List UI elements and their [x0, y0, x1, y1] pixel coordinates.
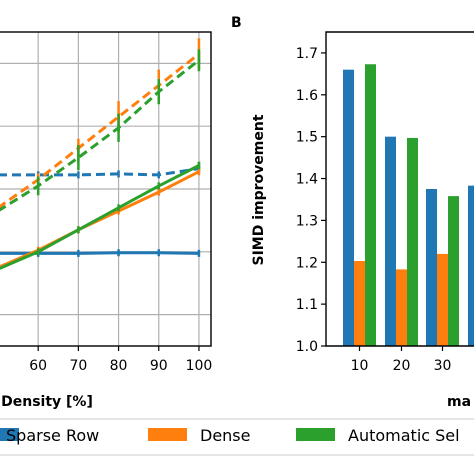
x-tick-label: 90 [150, 358, 168, 374]
bar-automatic-selection-30 [448, 196, 459, 346]
legend-label-0: Sparse Row [6, 426, 99, 445]
x-tick-label: 30 [434, 358, 452, 374]
legend-box [0, 418, 474, 456]
y-tick-label: 1.5 [296, 130, 318, 146]
bar-dense-10 [354, 261, 365, 346]
bar-sparse-row-40 [468, 185, 474, 346]
y-tick-label: 1.4 [296, 172, 318, 188]
series-line-sparse-row-dashed [0, 167, 200, 177]
panel-b-bar-chart: B 1.01.11.21.31.41.51.61.7 10203040 SIMD… [231, 15, 474, 410]
bar-automatic-selection-10 [365, 64, 376, 346]
panel-a-axes-frame [0, 31, 212, 347]
y-tick-label: 1.1 [296, 297, 318, 313]
series-line-automatic-selection-solid [0, 164, 200, 270]
y-tick-label: 1.2 [296, 255, 318, 271]
x-tick-label: 100 [186, 358, 213, 374]
legend-label-2: Automatic Sel [348, 426, 460, 445]
bar-sparse-row-10 [343, 69, 354, 347]
x-tick-label: 80 [110, 358, 128, 374]
panel-a-grid [0, 32, 211, 346]
x-tick-label: 20 [393, 358, 411, 374]
panel-a-x-axis-label: Density [%] [1, 394, 93, 410]
bar-automatic-selection-20 [407, 137, 418, 346]
x-tick-label: 10 [351, 358, 369, 374]
legend: Sparse Row Dense Automatic Sel [0, 418, 474, 456]
bar-dense-30 [437, 253, 448, 346]
panel-b-x-ticks: 10203040 [351, 346, 452, 374]
bar-dense-20 [396, 269, 407, 346]
y-tick-label: 1.0 [296, 339, 318, 355]
x-tick-label: 70 [69, 358, 87, 374]
y-tick-label: 1.3 [296, 213, 318, 229]
legend-label-1: Dense [200, 426, 250, 445]
panel-b-y-ticks: 1.0 1.1 1.2 1.3 1.4 1.5 1.6 1.7 [296, 46, 326, 355]
panel-b-y-axis-label: SIMD improvement [251, 114, 267, 265]
panel-b-x-axis-label: ma [447, 394, 471, 410]
legend-swatch-1 [148, 428, 187, 441]
series-line-dense-dashed [0, 52, 200, 209]
panel-a-series [0, 38, 201, 270]
x-tick-label: 60 [29, 358, 47, 374]
y-tick-label: 1.6 [296, 88, 318, 104]
panel-b-axes-frame [325, 31, 474, 347]
legend-swatch-0 [0, 428, 19, 441]
bar-sparse-row-30 [426, 189, 437, 346]
panel-a-line-chart: 60 70 80 90 100 Density [%] [0, 31, 212, 410]
panel-b-bars [343, 64, 474, 347]
panel-a-x-ticks: 60 70 80 90 100 [29, 346, 212, 374]
panel-b-letter: B [231, 15, 242, 31]
bar-sparse-row-20 [385, 136, 396, 346]
y-tick-label: 1.7 [296, 46, 318, 62]
legend-swatch-2 [296, 428, 335, 441]
